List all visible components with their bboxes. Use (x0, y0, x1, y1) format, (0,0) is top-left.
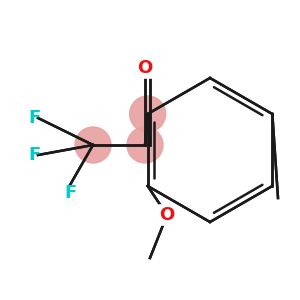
Text: O: O (137, 59, 153, 77)
Text: F: F (64, 184, 76, 202)
Text: F: F (28, 109, 40, 127)
Text: O: O (159, 206, 175, 224)
Circle shape (130, 96, 166, 132)
Circle shape (75, 127, 111, 163)
Text: F: F (28, 146, 40, 164)
Circle shape (127, 127, 163, 163)
